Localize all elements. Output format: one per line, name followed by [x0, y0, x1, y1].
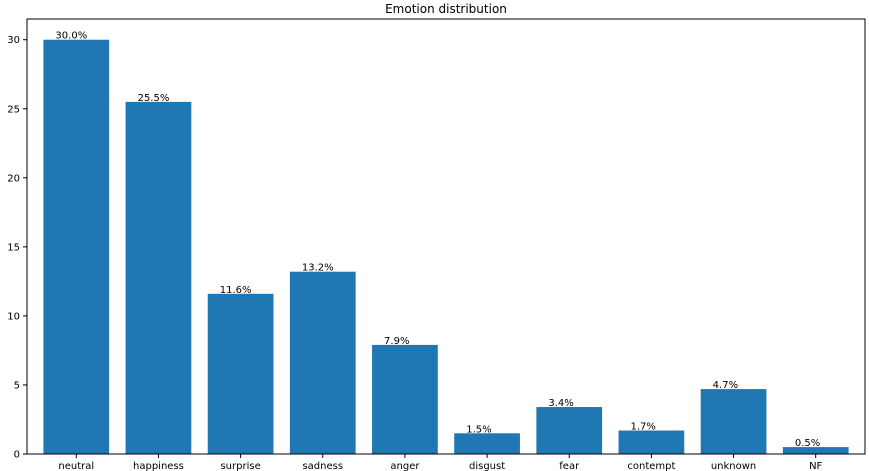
- chart-title: Emotion distribution: [385, 2, 507, 16]
- bar-sadness: [289, 271, 356, 454]
- y-tick-label: 0: [14, 450, 20, 461]
- y-tick-label: 30: [7, 35, 20, 46]
- data-label-surprise: 11.6%: [220, 285, 252, 296]
- data-label-fear: 3.4%: [548, 398, 573, 409]
- bar-anger: [372, 344, 438, 454]
- y-tick-label: 10: [7, 311, 20, 322]
- y-tick-label: 15: [7, 242, 20, 253]
- y-tick-label: 20: [7, 173, 20, 184]
- axes-frame: [26, 18, 866, 455]
- x-tick-label-sadness: sadness: [302, 461, 343, 471]
- bar-happiness: [125, 101, 192, 454]
- bar-surprise: [207, 293, 274, 454]
- x-tick-label-contempt: contempt: [627, 461, 675, 471]
- x-tick-label-happiness: happiness: [133, 461, 184, 471]
- data-label-disgust: 1.5%: [466, 424, 491, 435]
- data-label-neutral: 30.0%: [55, 31, 87, 42]
- plot-area: 30.0% 25.5% 11.6% 13.2% 7.9% 1.5% 3.4% 1.7% 4.7%…: [7, 18, 866, 471]
- x-tick-label-surprise: surprise: [220, 461, 260, 471]
- x-tick-label-anger: anger: [390, 461, 420, 471]
- data-label-nf: 0.5%: [795, 438, 820, 449]
- data-label-sadness: 13.2%: [302, 263, 334, 274]
- data-label-contempt: 1.7%: [631, 422, 656, 433]
- data-label-anger: 7.9%: [384, 336, 409, 347]
- bar-disgust: [454, 433, 520, 454]
- x-tick-label-disgust: disgust: [469, 461, 505, 471]
- bar-neutral: [43, 39, 110, 454]
- bar-unknown: [700, 389, 767, 454]
- data-label-happiness: 25.5%: [138, 93, 170, 104]
- bar-fear: [536, 407, 603, 454]
- x-tick-label-neutral: neutral: [58, 461, 94, 471]
- x-tick-label-nf: NF: [809, 461, 822, 471]
- y-tick-label: 5: [14, 380, 20, 391]
- x-tick-label-unknown: unknown: [711, 461, 756, 471]
- y-tick-label: 25: [7, 104, 20, 115]
- x-tick-label-fear: fear: [559, 461, 580, 471]
- bar-contempt: [618, 430, 685, 454]
- data-label-unknown: 4.7%: [713, 380, 738, 391]
- bar-nf: [782, 447, 849, 454]
